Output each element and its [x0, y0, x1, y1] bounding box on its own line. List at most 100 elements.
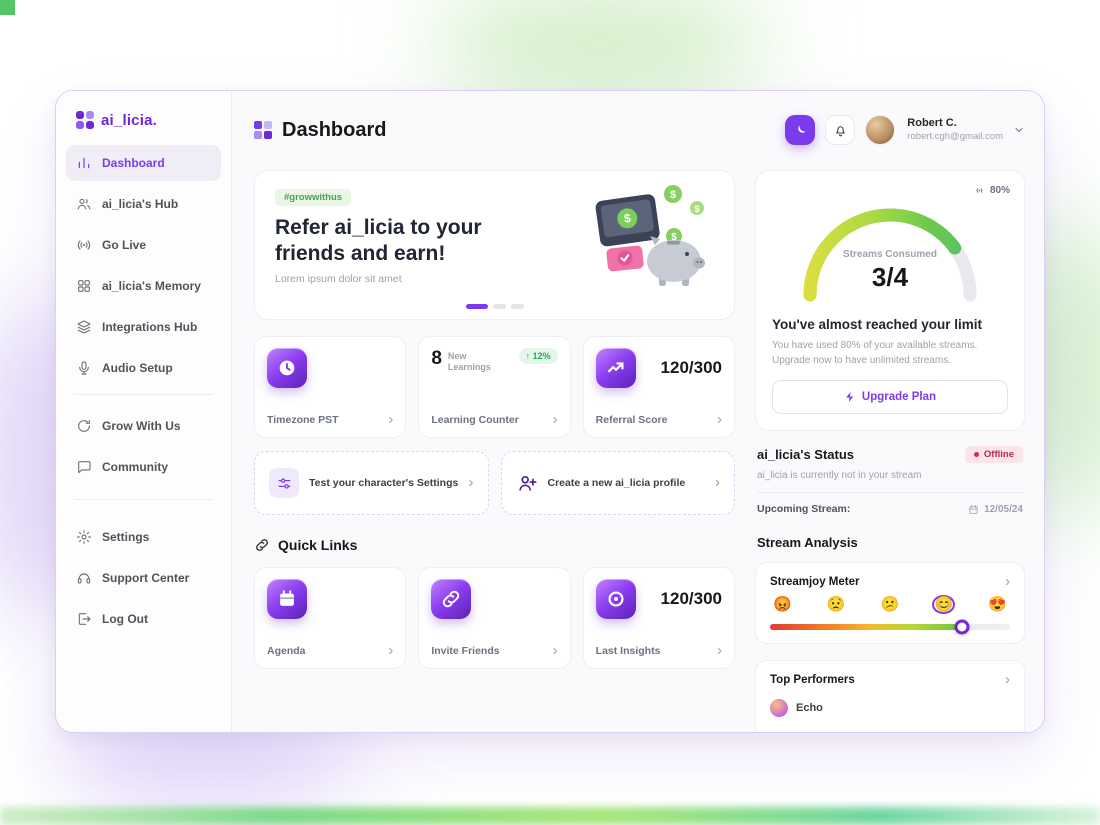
test-settings-card[interactable]: Test your character's Settings [254, 451, 489, 515]
banner-title: Refer ai_licia to your friends and earn! [275, 216, 482, 266]
carousel-dot[interactable] [510, 304, 524, 309]
app-logo: ai_licia. [66, 107, 221, 145]
moon-icon [793, 123, 808, 138]
performer-row[interactable]: Echo [770, 699, 1010, 717]
dashboard-icon [254, 121, 272, 139]
happy-emoji-selected[interactable]: 😊 [934, 596, 954, 613]
action-cards-row: Test your character's Settings Create a … [254, 451, 735, 515]
broadcast-icon [76, 237, 92, 253]
streamjoy-title: Streamjoy Meter [770, 576, 860, 588]
user-email: robert.cgh@gmail.com [907, 130, 1003, 142]
chevron-right-icon[interactable] [553, 646, 558, 656]
chevron-down-icon[interactable] [1013, 124, 1025, 136]
performer-name: Echo [796, 702, 823, 714]
streamjoy-header[interactable]: Streamjoy Meter [770, 576, 1010, 588]
chevron-right-icon[interactable] [388, 415, 393, 425]
sidebar-item-settings[interactable]: Settings [66, 519, 221, 555]
carousel-dot[interactable] [492, 304, 506, 309]
learning-label: Learning Counter [431, 414, 519, 426]
timezone-label: Timezone PST [267, 414, 339, 426]
heart-eyes-emoji[interactable]: 😍 [988, 596, 1007, 613]
chevron-right-icon[interactable] [717, 415, 722, 425]
logout-icon [76, 611, 92, 627]
user-plus-icon [516, 472, 538, 494]
chevron-right-icon[interactable] [715, 478, 720, 488]
calendar-icon [968, 504, 979, 515]
status-message: ai_licia is currently not in your stream [757, 470, 1023, 493]
insights-label: Last Insights [595, 645, 661, 657]
streams-gauge: Streams Consumed 3/4 [790, 195, 990, 307]
referral-banner: #growwithus Refer ai_licia to your frien… [254, 170, 735, 320]
status-section: ai_licia's Status Offline ai_licia is cu… [755, 446, 1025, 521]
top-performers-header[interactable]: Top Performers [770, 674, 1010, 686]
sidebar-item-go-live[interactable]: Go Live [66, 227, 221, 263]
create-profile-label: Create a new ai_licia profile [547, 477, 686, 489]
svg-text:$: $ [670, 189, 676, 201]
chevron-right-icon[interactable] [469, 478, 474, 488]
referral-score-card[interactable]: 120/300 Referral Score [582, 336, 735, 438]
streamjoy-slider[interactable] [770, 619, 1010, 635]
microphone-icon [76, 360, 92, 376]
page-title-group: Dashboard [254, 119, 386, 142]
agenda-label: Agenda [267, 645, 306, 657]
sidebar-item-grow[interactable]: Grow With Us [66, 408, 221, 444]
sidebar-item-dashboard[interactable]: Dashboard [66, 145, 221, 181]
sidebar-item-integrations[interactable]: Integrations Hub [66, 309, 221, 345]
invite-friends-card[interactable]: Invite Friends [418, 567, 571, 669]
top-performers-card: Top Performers Echo [755, 660, 1025, 732]
sliders-icon [269, 468, 299, 498]
svg-text:$: $ [623, 211, 632, 226]
neutral-emoji[interactable]: 😕 [880, 596, 900, 613]
headset-icon [76, 570, 92, 586]
user-avatar[interactable] [865, 115, 896, 145]
sidebar-item-community[interactable]: Community [66, 449, 221, 485]
sidebar-item-logout[interactable]: Log Out [66, 601, 221, 637]
invite-label: Invite Friends [431, 645, 500, 657]
chevron-right-icon[interactable] [388, 646, 393, 656]
quick-links-header: Quick Links [254, 537, 735, 553]
svg-text:$: $ [694, 204, 699, 214]
chevron-right-icon[interactable] [1005, 577, 1010, 587]
sidebar-item-memory[interactable]: ai_licia's Memory [66, 268, 221, 304]
topbar: Dashboard Robert C. robert.cgh@gmail.com [254, 115, 1025, 145]
referral-label: Referral Score [595, 414, 668, 426]
gauge-value: 3/4 [871, 262, 909, 292]
logo-icon [76, 111, 94, 129]
learning-value: 8 [431, 348, 442, 369]
streamjoy-meter-card: Streamjoy Meter 😡 😟 😕 😊 😍 [755, 562, 1025, 644]
learning-counter-card[interactable]: 8 New Learnings ↑ 12% Learning Counter [418, 336, 571, 438]
mood-emoji-row: 😡 😟 😕 😊 😍 [770, 597, 1010, 612]
angry-emoji[interactable]: 😡 [773, 596, 792, 613]
user-name: Robert C. [907, 117, 957, 130]
grid-icon [76, 278, 92, 294]
chevron-right-icon[interactable] [553, 415, 558, 425]
growth-icon [76, 418, 92, 434]
gear-icon [76, 529, 92, 545]
banner-carousel-dots [465, 304, 524, 309]
timezone-card[interactable]: Timezone PST [254, 336, 407, 438]
referral-value: 120/300 [660, 358, 722, 377]
create-profile-card[interactable]: Create a new ai_licia profile [500, 451, 735, 515]
upcoming-date: 12/05/24 [968, 504, 1023, 515]
page-title: Dashboard [282, 118, 387, 141]
chevron-right-icon[interactable] [1005, 675, 1010, 685]
stream-analysis-title: Stream Analysis [757, 535, 858, 550]
notifications-button[interactable] [825, 115, 856, 145]
last-insights-card[interactable]: 120/300 Last Insights [582, 567, 735, 669]
theme-toggle-button[interactable] [785, 115, 816, 145]
learning-delta-badge: ↑ 12% [518, 348, 558, 364]
upcoming-stream-row: Upcoming Stream: 12/05/24 [757, 503, 1023, 521]
chevron-right-icon[interactable] [717, 646, 722, 656]
status-badge: Offline [964, 446, 1023, 463]
upgrade-plan-button[interactable]: Upgrade Plan [772, 380, 1008, 414]
limit-body: You have used 80% of your available stre… [772, 340, 978, 366]
agenda-card[interactable]: Agenda [254, 567, 407, 669]
streamjoy-handle[interactable] [954, 619, 970, 635]
target-icon [595, 579, 636, 619]
sad-emoji[interactable]: 😟 [826, 596, 846, 613]
carousel-dot[interactable] [465, 304, 488, 309]
sidebar-item-hub[interactable]: ai_licia's Hub [66, 186, 221, 222]
sidebar-item-audio[interactable]: Audio Setup [66, 350, 221, 386]
sidebar-item-support[interactable]: Support Center [66, 560, 221, 596]
status-dot [973, 452, 979, 457]
